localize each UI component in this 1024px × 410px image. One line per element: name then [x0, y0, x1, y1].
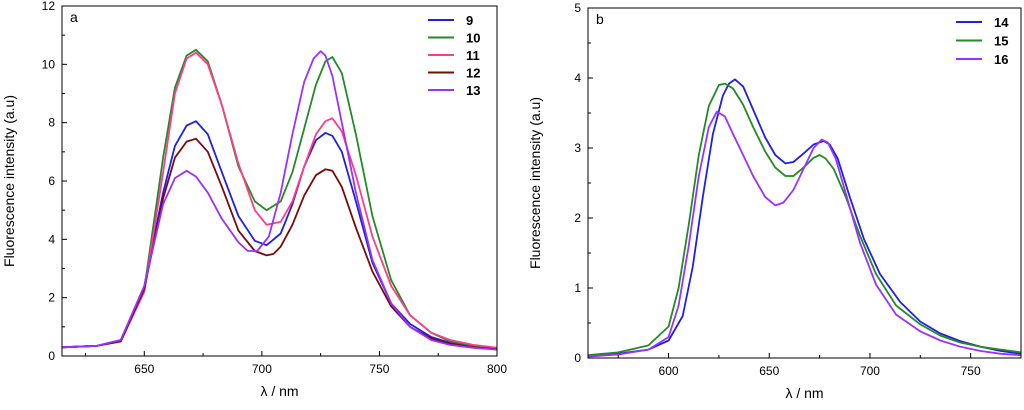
- y-tick-label: 3: [574, 141, 581, 155]
- series-line-12: [62, 137, 497, 351]
- series-line-11: [62, 51, 497, 349]
- y-tick-label: 4: [574, 71, 581, 85]
- y-tick-label: 2: [48, 291, 55, 305]
- panel-label: b: [596, 11, 604, 27]
- y-tick-label: 1: [574, 281, 581, 295]
- panel-label: a: [70, 9, 78, 25]
- y-tick-label: 5: [574, 1, 581, 15]
- legend-label-12: 12: [466, 66, 480, 81]
- legend-label-13: 13: [466, 83, 480, 98]
- legend-label-15: 15: [994, 34, 1008, 49]
- y-tick-label: 0: [574, 351, 581, 365]
- panel-b: 600 650 700 750 0 1 2 3 4 5 λ / nm Fluorescence int…: [527, 1, 1022, 401]
- y-tick-label: 4: [48, 232, 55, 246]
- legend-label-9: 9: [466, 13, 473, 28]
- y-tick-label: 10: [42, 57, 56, 71]
- series-line-16: [588, 110, 1021, 358]
- legend-label-14: 14: [994, 15, 1009, 30]
- series-line-14: [588, 78, 1021, 357]
- y-tick-label: 12: [42, 0, 56, 13]
- x-tick-label: 600: [659, 364, 679, 378]
- series-line-10: [62, 48, 497, 349]
- legend: 9 10 11 12 13: [426, 10, 494, 100]
- legend: 14 15 16: [954, 12, 1018, 68]
- x-axis-title: λ / nm: [260, 383, 298, 399]
- y-tick-label: 0: [48, 349, 55, 363]
- x-tick-label: 650: [759, 364, 779, 378]
- x-axis-title: λ / nm: [785, 385, 823, 401]
- y-axis-title: Fluorescence intensity (a.u): [1, 95, 17, 267]
- series-line-13: [62, 50, 497, 351]
- x-tick-label: 650: [134, 362, 154, 376]
- series-line-15: [588, 82, 1021, 357]
- x-tick-label: 800: [487, 362, 507, 376]
- x-tick-label: 700: [860, 364, 880, 378]
- panel-a: 650 700 750 800 0 2 4 6 8 10 12 λ / nm Fluorescence …: [1, 0, 507, 399]
- x-tick-label: 750: [961, 364, 981, 378]
- legend-label-10: 10: [466, 31, 480, 46]
- series-line-9: [62, 120, 497, 350]
- y-tick-label: 6: [48, 174, 55, 188]
- x-tick-label: 700: [252, 362, 272, 376]
- x-tick-label: 750: [369, 362, 389, 376]
- y-tick-label: 2: [574, 211, 581, 225]
- y-tick-label: 8: [48, 116, 55, 130]
- legend-label-16: 16: [994, 52, 1008, 67]
- legend-label-11: 11: [466, 48, 480, 63]
- y-axis-title: Fluorescence intensity (a.u): [527, 97, 543, 269]
